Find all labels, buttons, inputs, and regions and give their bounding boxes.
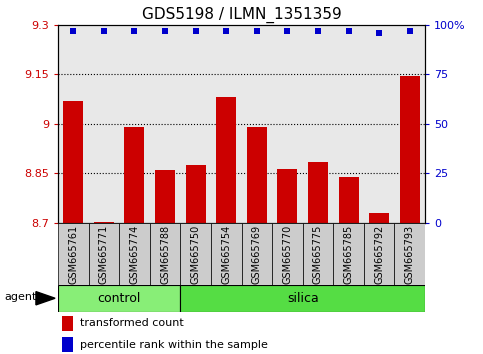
Point [406, 28, 413, 34]
Point [161, 28, 169, 34]
Bar [242, 223, 272, 285]
Bar [339, 177, 358, 223]
Text: GSM665769: GSM665769 [252, 225, 262, 284]
Polygon shape [36, 292, 55, 305]
Text: agent: agent [5, 292, 37, 302]
Bar [94, 222, 114, 223]
Point [314, 28, 322, 34]
Bar [125, 127, 144, 223]
Text: GSM665793: GSM665793 [405, 225, 415, 284]
Point [284, 28, 291, 34]
Bar [303, 223, 333, 285]
Point [345, 28, 353, 34]
Bar [58, 223, 88, 285]
Text: control: control [98, 292, 141, 305]
Bar [247, 127, 267, 223]
Bar [62, 316, 72, 331]
Bar [88, 223, 119, 285]
Text: GSM665792: GSM665792 [374, 225, 384, 284]
Bar [185, 165, 206, 223]
Text: GSM665775: GSM665775 [313, 225, 323, 284]
Point [222, 28, 230, 34]
Text: percentile rank within the sample: percentile rank within the sample [80, 339, 268, 350]
Title: GDS5198 / ILMN_1351359: GDS5198 / ILMN_1351359 [142, 7, 341, 23]
Bar [369, 213, 389, 223]
Bar [364, 223, 395, 285]
Text: transformed count: transformed count [80, 318, 184, 329]
Point [70, 28, 77, 34]
Text: GSM665771: GSM665771 [99, 225, 109, 284]
Text: GSM665770: GSM665770 [283, 225, 292, 284]
Text: GSM665754: GSM665754 [221, 225, 231, 284]
Text: GSM665761: GSM665761 [68, 225, 78, 284]
Text: silica: silica [287, 292, 319, 305]
Bar [400, 76, 420, 223]
Bar [180, 285, 425, 312]
Point [130, 28, 138, 34]
Bar [180, 223, 211, 285]
Bar [155, 170, 175, 223]
Bar [216, 97, 236, 223]
Text: GSM665788: GSM665788 [160, 225, 170, 284]
Bar [333, 223, 364, 285]
Bar [211, 223, 242, 285]
Bar [58, 285, 180, 312]
Text: GSM665750: GSM665750 [191, 225, 200, 284]
Point [375, 30, 383, 35]
Point [192, 28, 199, 34]
Point [253, 28, 261, 34]
Bar [277, 169, 298, 223]
Bar [63, 101, 83, 223]
Bar [150, 223, 180, 285]
Bar [119, 223, 150, 285]
Bar [308, 162, 328, 223]
Bar [272, 223, 303, 285]
Bar [395, 223, 425, 285]
Point [100, 28, 108, 34]
Bar [62, 337, 72, 352]
Text: GSM665785: GSM665785 [343, 225, 354, 284]
Text: GSM665774: GSM665774 [129, 225, 140, 284]
